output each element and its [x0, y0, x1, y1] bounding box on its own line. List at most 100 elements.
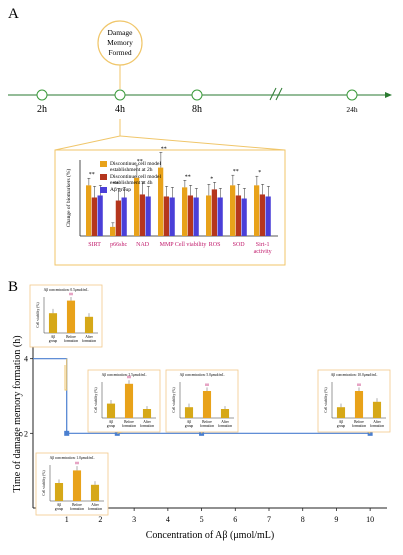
- inset-bar: [84, 316, 94, 333]
- bar: [187, 195, 194, 236]
- inset-bar: [90, 484, 100, 501]
- inset-frame: [317, 369, 391, 433]
- inset-chart: Aβ concentration: 1.0μmol/mL Cell viabili…: [35, 452, 109, 516]
- inset-significance: ##: [69, 292, 73, 297]
- inset-frame: [29, 284, 103, 348]
- memory-formation-chart: 1 2 3 4 5 6 7 8 9 10 2 4 Concentration of Aβ (μmol/m…: [12, 284, 391, 541]
- significance-mark: **: [137, 159, 143, 165]
- inset-bar: [106, 403, 116, 418]
- x-tick-label: 6: [233, 515, 237, 524]
- step-line: [33, 358, 371, 434]
- bar: [163, 196, 170, 236]
- timeline-arrow-icon: [385, 92, 392, 98]
- inset-chart: Aβ concentration: 0.5μmol/mL Cell viabili…: [29, 284, 103, 348]
- panel-b: B 1 2 3 4 5 6 7 8 9 10 2 4 Concentration of Aβ (μmol…: [0, 275, 403, 550]
- timeline-break-mark: [275, 87, 283, 101]
- inset-category-label: formation: [82, 339, 96, 343]
- x-tick-label: SIRT: [88, 242, 101, 248]
- bar: [182, 187, 188, 236]
- legend-label: establishment at 2h: [110, 167, 153, 173]
- inset-bar: [72, 470, 82, 501]
- bar: [110, 226, 116, 236]
- x-tick-label: 10: [366, 515, 374, 524]
- inset-bar: [372, 401, 382, 418]
- inset-category-label: Aβ: [57, 503, 62, 507]
- inset-title: Aβ concentration: 5.0μmol/mL: [180, 373, 225, 377]
- event-label-line-1: Damage: [108, 28, 134, 37]
- inset-significance: ##: [127, 375, 131, 380]
- bar: [211, 189, 218, 236]
- bar: [206, 195, 212, 236]
- inset-title: Aβ concentration: 2.5μmol/mL: [102, 373, 147, 377]
- inset-title: Aβ concentration: 0.5μmol/mL: [44, 288, 89, 292]
- inset-category-label: formation: [370, 424, 384, 428]
- inset-category-label: formation: [352, 424, 366, 428]
- bar: [121, 197, 127, 236]
- event-label-line-2: Memory: [107, 38, 133, 47]
- inset-category-label: After: [373, 420, 381, 424]
- bar: [193, 197, 199, 236]
- timeline-break-mark: [269, 87, 277, 101]
- significance-mark: **: [161, 146, 167, 152]
- x-tick-label: 8: [301, 515, 305, 524]
- panel-a: A Damage Memory Formed 2h 4h 8h 24h Chan…: [0, 0, 403, 275]
- panel-b-svg: B 1 2 3 4 5 6 7 8 9 10 2 4 Concentration of Aβ (μmol…: [8, 279, 391, 541]
- inset-category-label: Before: [202, 420, 212, 424]
- inset-category-label: Aβ: [51, 335, 56, 339]
- inset-category-label: group: [49, 339, 58, 343]
- x-tick-label: p66shc: [110, 242, 127, 248]
- bar: [217, 197, 223, 236]
- inset-chart: Aβ concentration: 2.5μmol/mL Cell viabili…: [87, 369, 161, 433]
- legend-label: Aβ group: [110, 187, 131, 193]
- inset-frame: [35, 452, 109, 516]
- x-tick-label: 2: [98, 515, 102, 524]
- x-tick-label: 5: [200, 515, 204, 524]
- inset-category-label: formation: [140, 424, 154, 428]
- inset-bar: [54, 483, 64, 501]
- inset-significance: ##: [205, 382, 209, 387]
- inset-category-label: group: [55, 507, 64, 511]
- inset-y-label: Cell viability (%): [172, 387, 176, 413]
- inset-category-label: formation: [64, 339, 78, 343]
- inset-category-label: Aβ: [187, 420, 192, 424]
- timeline-label: 2h: [37, 104, 47, 115]
- inset-bar: [66, 300, 76, 333]
- significance-mark: **: [233, 169, 239, 175]
- significance-mark: *: [258, 170, 261, 176]
- inset-chart: Aβ concentration: 10.0μmol/mL Cell viabil…: [317, 369, 391, 433]
- inset-category-label: Before: [72, 503, 82, 507]
- inset-bar: [202, 391, 212, 418]
- y-axis-label: Time of damage memory formation (h): [12, 335, 23, 492]
- bar: [169, 197, 175, 236]
- x-axis-label: Concentration of Aβ (μmol/mL): [146, 530, 274, 541]
- bar: [134, 177, 140, 236]
- panel-a-svg: A Damage Memory Formed 2h 4h 8h 24h Chan…: [8, 6, 392, 266]
- inset-category-label: Before: [124, 420, 134, 424]
- timeline-node: [346, 89, 358, 101]
- inset-significance: ##: [357, 382, 361, 387]
- y-axis-label: Change of biomarkers (%): [65, 169, 72, 228]
- inset-category-label: group: [337, 424, 346, 428]
- inset-bar: [220, 409, 230, 418]
- event-label-line-3: Formed: [108, 48, 132, 57]
- inset-category-label: Before: [66, 335, 76, 339]
- inset-category-label: Before: [354, 420, 364, 424]
- biomarker-chart: Change of biomarkers (%) **SIRT**p66shc**…: [65, 146, 278, 255]
- inset-y-label: Cell viability (%): [42, 470, 46, 496]
- x-tick-label: MMP: [160, 242, 175, 248]
- inset-chart: Aβ concentration: 5.0μmol/mL Cell viabili…: [165, 369, 239, 433]
- inset-bar: [184, 407, 194, 418]
- y-tick-label: 2: [24, 429, 28, 438]
- bar: [230, 185, 236, 236]
- timeline-label: 8h: [192, 104, 202, 115]
- significance-mark: **: [185, 174, 191, 180]
- bar: [97, 195, 103, 236]
- bar: [241, 198, 247, 236]
- inset-category-label: formation: [200, 424, 214, 428]
- zoom-connector: [54, 135, 121, 151]
- x-tick-label: NAD: [136, 242, 150, 248]
- x-tick-label: 7: [267, 515, 271, 524]
- bar: [235, 195, 242, 236]
- timeline-node: [191, 89, 203, 101]
- timeline-node: [36, 89, 48, 101]
